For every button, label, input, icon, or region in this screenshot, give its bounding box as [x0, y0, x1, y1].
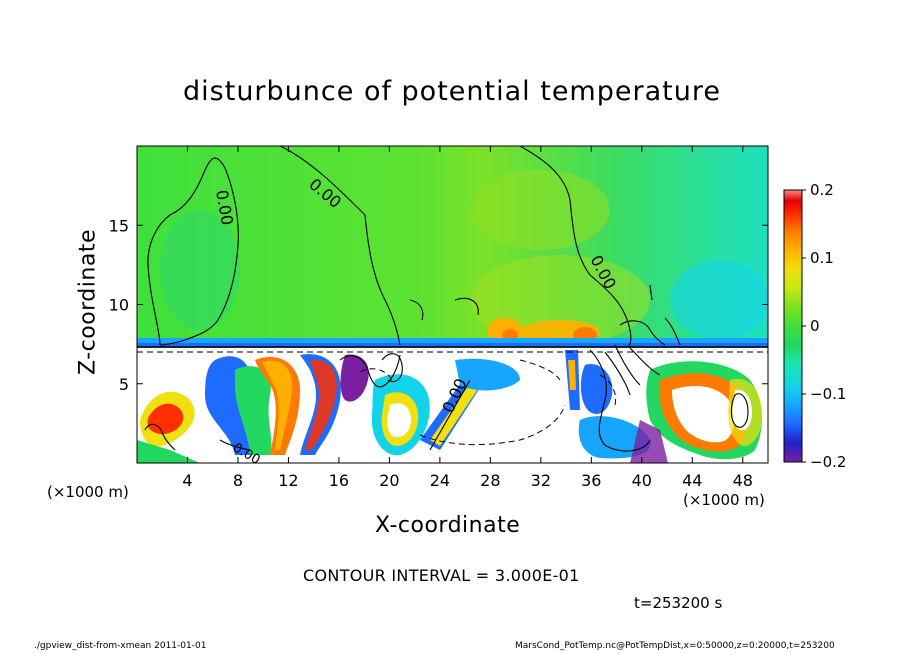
y-tick-label: 5 [119, 375, 129, 394]
y-tick-label: 15 [109, 216, 129, 235]
x-unit-right: (×1000 m) [683, 491, 765, 509]
heatmap-field [137, 146, 768, 463]
x-tick-label: 8 [233, 471, 243, 490]
colorbar-ticks: −0.2 −0.1 0 0.1 0.2 [802, 181, 846, 471]
x-tick-label: 48 [733, 471, 753, 490]
chart-title: disturbunce of potential temperature [183, 76, 721, 107]
x-tick-marks: 4 8 12 16 20 24 28 32 36 40 44 48 [182, 146, 753, 490]
x-unit-left: (×1000 m) [47, 483, 129, 501]
y-tick-marks: 5 10 15 [109, 216, 768, 394]
contour-interval: CONTOUR INTERVAL = 3.000E-01 [303, 566, 580, 585]
x-tick-label: 4 [182, 471, 192, 490]
colorbar [783, 189, 803, 463]
time-label: t=253200 s [634, 594, 723, 612]
colorbar-tick-label: 0.1 [810, 249, 834, 267]
x-tick-label: 32 [531, 471, 551, 490]
x-tick-label: 24 [430, 471, 450, 490]
colorbar-tick-label: −0.1 [810, 385, 846, 403]
y-tick-label: 10 [109, 296, 129, 315]
colorbar-tick-label: 0.2 [810, 181, 834, 199]
colorbar-tick-label: 0 [810, 317, 820, 335]
x-tick-label: 12 [278, 471, 298, 490]
y-axis-label: Z-coordinate [75, 229, 101, 375]
x-tick-label: 16 [329, 471, 349, 490]
x-tick-label: 44 [682, 471, 702, 490]
x-axis-label: X-coordinate [375, 513, 521, 538]
x-tick-label: 20 [379, 471, 399, 490]
x-tick-label: 36 [581, 471, 601, 490]
x-tick-label: 28 [480, 471, 500, 490]
footer-right: MarsCond_PotTemp.nc@PotTempDist,x=0:5000… [515, 641, 835, 651]
colorbar-tick-label: −0.2 [810, 453, 846, 471]
footer-left: ./gpview_dist-from-xmean 2011-01-01 [34, 641, 207, 651]
x-tick-label: 40 [632, 471, 652, 490]
